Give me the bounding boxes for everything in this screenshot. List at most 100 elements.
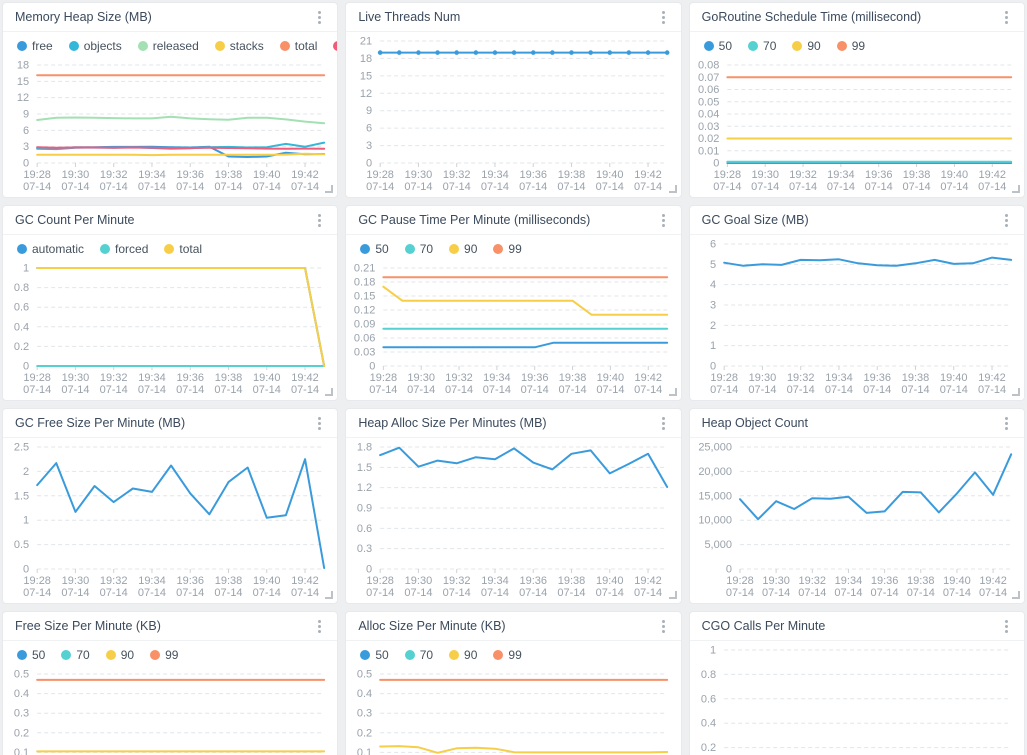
svg-text:6: 6 — [710, 239, 716, 251]
kebab-menu-icon[interactable] — [999, 7, 1014, 28]
legend-item-99[interactable]: 99 — [836, 39, 865, 53]
svg-text:07-14: 07-14 — [596, 181, 624, 193]
svg-text:19:42: 19:42 — [635, 169, 663, 181]
resize-handle-icon[interactable] — [325, 388, 334, 396]
svg-text:07-14: 07-14 — [214, 384, 242, 396]
svg-text:07-14: 07-14 — [864, 181, 892, 193]
legend-item-50[interactable]: 50 — [17, 648, 45, 662]
svg-text:6: 6 — [23, 125, 29, 137]
svg-text:07-14: 07-14 — [798, 587, 826, 599]
kebab-menu-icon[interactable] — [999, 413, 1014, 434]
svg-text:19:36: 19:36 — [176, 575, 204, 587]
legend-item-total[interactable]: total — [164, 242, 202, 256]
kebab-menu-icon[interactable] — [999, 210, 1014, 231]
svg-text:0.1: 0.1 — [14, 747, 29, 755]
legend-item-90[interactable]: 90 — [792, 39, 821, 53]
svg-text:07-14: 07-14 — [138, 587, 166, 599]
legend-item-50[interactable]: 50 — [360, 648, 389, 662]
legend-item-90[interactable]: 90 — [449, 648, 477, 662]
panel-goroutine-schedule-time-millisecond: GoRoutine Schedule Time (millisecond) 50… — [688, 2, 1025, 198]
svg-text:19:40: 19:40 — [596, 169, 624, 181]
svg-text:19:38: 19:38 — [215, 372, 243, 384]
svg-text:0.06: 0.06 — [698, 84, 719, 96]
svg-text:19:28: 19:28 — [23, 575, 51, 587]
svg-text:2: 2 — [710, 320, 716, 332]
legend-item-99[interactable]: 99 — [150, 648, 178, 662]
resize-handle-icon[interactable] — [1012, 591, 1020, 599]
svg-text:9: 9 — [366, 105, 372, 117]
kebab-menu-icon[interactable] — [312, 210, 327, 231]
legend-item-70[interactable]: 70 — [404, 648, 433, 662]
panel-gc-pause-time-per-minute-milliseconds: GC Pause Time Per Minute (milliseconds) … — [345, 205, 682, 401]
svg-text:19:30: 19:30 — [405, 169, 433, 181]
legend-item-99[interactable]: 99 — [493, 242, 522, 256]
resize-handle-icon[interactable] — [668, 388, 677, 396]
svg-text:0.6: 0.6 — [14, 302, 29, 314]
svg-text:07-14: 07-14 — [519, 181, 547, 193]
svg-text:07-14: 07-14 — [405, 587, 433, 599]
svg-text:19:38: 19:38 — [215, 575, 243, 587]
legend-item-forced[interactable]: forced — [100, 242, 148, 256]
legend-item-objects[interactable]: objects — [68, 39, 122, 53]
svg-text:0: 0 — [23, 158, 29, 170]
legend-item-70[interactable]: 70 — [404, 242, 433, 256]
resize-handle-icon[interactable] — [325, 591, 334, 599]
kebab-menu-icon[interactable] — [312, 413, 327, 434]
kebab-menu-icon[interactable] — [999, 616, 1014, 637]
svg-text:19:36: 19:36 — [520, 169, 548, 181]
panel-title: Live Threads Num — [358, 10, 461, 24]
svg-text:0.8: 0.8 — [701, 669, 716, 681]
svg-text:19:30: 19:30 — [62, 372, 90, 384]
kebab-menu-icon[interactable] — [656, 210, 671, 231]
legend-item-70[interactable]: 70 — [61, 648, 90, 662]
kebab-menu-icon[interactable] — [312, 7, 327, 28]
svg-text:07-14: 07-14 — [863, 384, 891, 396]
kebab-menu-icon[interactable] — [656, 616, 671, 637]
legend-item-90[interactable]: 90 — [449, 242, 477, 256]
svg-text:19:32: 19:32 — [787, 372, 815, 384]
svg-text:07-14: 07-14 — [597, 384, 625, 396]
legend-dot-icon — [137, 41, 148, 51]
legend-item-stacks[interactable]: stacks — [214, 39, 264, 53]
svg-text:19:40: 19:40 — [253, 372, 281, 384]
svg-text:07-14: 07-14 — [366, 587, 394, 599]
svg-text:07-14: 07-14 — [366, 181, 394, 193]
svg-text:07-14: 07-14 — [100, 181, 128, 193]
svg-text:0.4: 0.4 — [14, 688, 29, 700]
svg-text:0.05: 0.05 — [698, 96, 719, 108]
kebab-menu-icon[interactable] — [312, 616, 327, 637]
svg-text:0.8: 0.8 — [14, 282, 29, 294]
legend-item-50[interactable]: 50 — [360, 242, 389, 256]
svg-text:19:36: 19:36 — [521, 372, 549, 384]
svg-text:0.4: 0.4 — [357, 688, 372, 700]
svg-text:19:42: 19:42 — [979, 575, 1007, 587]
resize-handle-icon[interactable] — [668, 185, 677, 193]
legend-item-70[interactable]: 70 — [748, 39, 776, 53]
legend-item-99[interactable]: 99 — [493, 648, 522, 662]
legend-item-90[interactable]: 90 — [105, 648, 134, 662]
legend-item-total[interactable]: total — [279, 39, 317, 53]
resize-handle-icon[interactable] — [325, 185, 334, 193]
legend-dot-icon — [150, 650, 161, 660]
resize-handle-icon[interactable] — [1012, 388, 1020, 396]
resize-handle-icon[interactable] — [668, 591, 677, 599]
svg-text:07-14: 07-14 — [176, 384, 204, 396]
kebab-menu-icon[interactable] — [656, 413, 671, 434]
legend-label: objects — [83, 39, 122, 53]
legend-item-unused[interactable]: unused — [333, 39, 338, 53]
kebab-menu-icon[interactable] — [656, 7, 671, 28]
line-chart: 036912151819:2807-1419:3007-1419:3207-14… — [17, 60, 326, 193]
svg-text:19:34: 19:34 — [834, 575, 862, 587]
panel-heap-alloc-size-per-minutes-mb: Heap Alloc Size Per Minutes (MB) 0 0.3 0.6… — [345, 408, 682, 604]
panel-header: Live Threads Num — [346, 3, 681, 32]
legend-item-released[interactable]: released — [137, 39, 199, 53]
legend-item-free[interactable]: free — [17, 39, 53, 53]
svg-text:18: 18 — [17, 60, 29, 72]
panel-title: GC Pause Time Per Minute (milliseconds) — [358, 213, 591, 227]
panel-header: Memory Heap Size (MB) — [3, 3, 338, 32]
resize-handle-icon[interactable] — [1012, 185, 1020, 193]
legend-item-automatic[interactable]: automatic — [17, 242, 84, 256]
legend-item-50[interactable]: 50 — [703, 39, 732, 53]
svg-text:19:36: 19:36 — [520, 575, 548, 587]
